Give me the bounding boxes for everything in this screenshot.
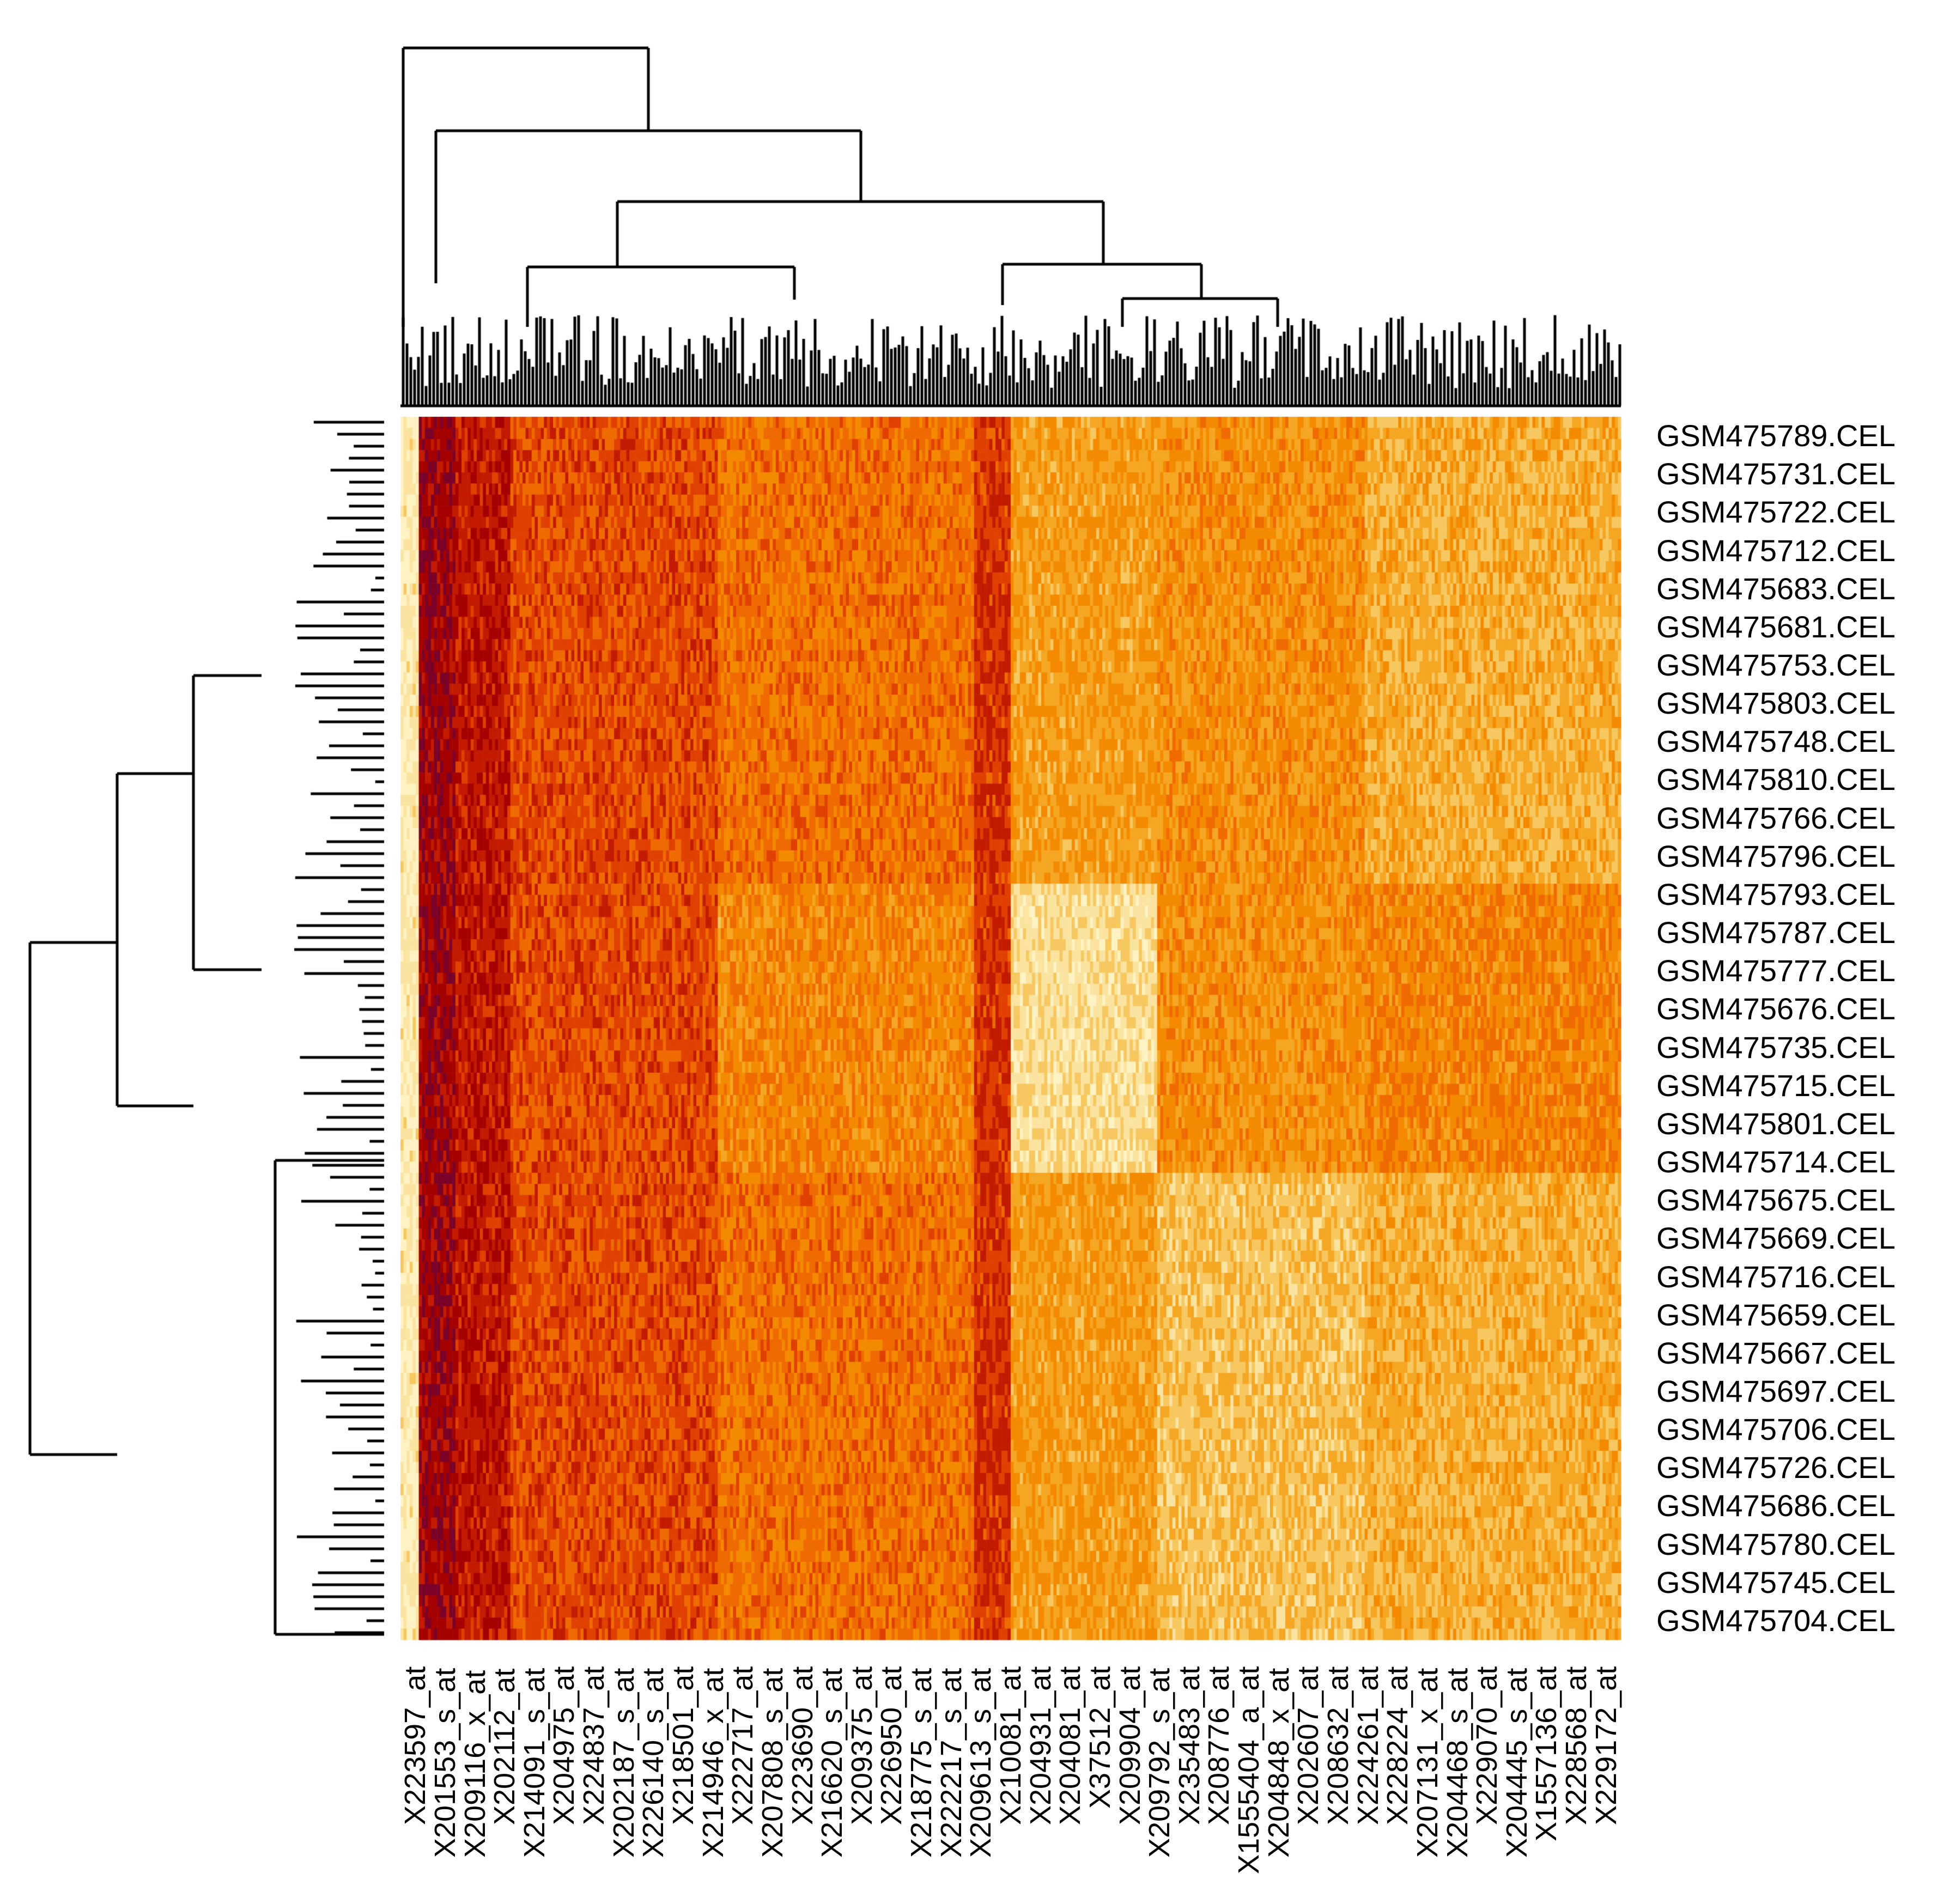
row-label: GSM475735.CEL [1656, 1030, 1896, 1064]
column-label: X222217_s_at [934, 1668, 968, 1858]
column-label: X228568_at [1560, 1666, 1593, 1825]
column-label: X235483_at [1173, 1666, 1206, 1825]
row-label: GSM475697.CEL [1656, 1373, 1896, 1408]
column-label: X209116_x_at [458, 1670, 491, 1858]
column-label: X224261_at [1351, 1666, 1384, 1825]
row-label: GSM475704.CEL [1656, 1603, 1896, 1638]
row-label: GSM475714.CEL [1656, 1145, 1896, 1179]
row-label: GSM475780.CEL [1656, 1526, 1896, 1561]
row-label: GSM475777.CEL [1656, 953, 1896, 988]
row-label: GSM475675.CEL [1656, 1183, 1896, 1218]
column-label: X204848_x_at [1262, 1668, 1295, 1858]
column-label: X202607_at [1292, 1666, 1325, 1825]
row-label: GSM475731.CEL [1656, 457, 1896, 491]
row-label: GSM475803.CEL [1656, 686, 1896, 721]
column-label: X204931_at [1024, 1666, 1057, 1825]
row-label: GSM475659.CEL [1656, 1297, 1896, 1332]
row-label: GSM475753.CEL [1656, 648, 1896, 683]
row-label: GSM475712.CEL [1656, 533, 1896, 568]
column-label: X218775_s_at [905, 1668, 938, 1858]
row-label: GSM475676.CEL [1656, 991, 1896, 1026]
column-label: X204081_at [1054, 1666, 1087, 1825]
row-label: GSM475686.CEL [1656, 1488, 1896, 1523]
row-label: GSM475716.CEL [1656, 1259, 1896, 1294]
column-label: X37512_at [1083, 1666, 1116, 1809]
column-label: X208776_at [1202, 1666, 1236, 1825]
row-label: GSM475789.CEL [1656, 418, 1896, 453]
row-label: GSM475706.CEL [1656, 1412, 1896, 1447]
column-label: X207131_x_at [1411, 1668, 1444, 1858]
column-label: X226950_at [875, 1666, 908, 1825]
column-label: X222717_at [726, 1666, 760, 1825]
column-label: X218501_at [667, 1666, 700, 1825]
row-label: GSM475793.CEL [1656, 877, 1896, 911]
column-label: X201553_s_at [428, 1668, 461, 1858]
row-label: GSM475810.CEL [1656, 762, 1896, 797]
row-label: GSM475681.CEL [1656, 609, 1896, 644]
column-label: X223690_at [786, 1666, 819, 1825]
column-label: X229070_at [1471, 1666, 1504, 1825]
column-label: X210081_at [994, 1666, 1027, 1825]
column-label: X209904_at [1113, 1666, 1146, 1825]
column-label: X204975_at [548, 1666, 581, 1825]
column-label: X214091_s_at [518, 1668, 551, 1858]
row-label: GSM475748.CEL [1656, 724, 1896, 759]
row-label: GSM475683.CEL [1656, 571, 1896, 606]
column-label: X204468_s_at [1441, 1668, 1474, 1858]
column-label: X209375_at [845, 1666, 878, 1825]
column-label: X226140_s_at [637, 1668, 670, 1858]
column-label: X216620_s_at [816, 1668, 849, 1858]
column-label: X209613_s_at [964, 1668, 998, 1858]
column-label: X207808_s_at [756, 1668, 789, 1858]
column-label: X1555404_a_at [1232, 1666, 1266, 1874]
row-label: GSM475726.CEL [1656, 1450, 1896, 1485]
row-label: GSM475667.CEL [1656, 1335, 1896, 1370]
column-label: X208632_at [1321, 1666, 1354, 1825]
row-label: GSM475766.CEL [1656, 800, 1896, 835]
row-label: GSM475796.CEL [1656, 838, 1896, 873]
row-label: GSM475722.CEL [1656, 495, 1896, 530]
column-label: X224837_at [578, 1666, 611, 1825]
column-label: X204445_s_at [1500, 1668, 1533, 1858]
column-label: X214946_x_at [696, 1668, 730, 1858]
row-label: GSM475801.CEL [1656, 1106, 1896, 1141]
column-label: X209792_s_at [1143, 1668, 1176, 1858]
column-label: X1557136_at [1530, 1666, 1563, 1841]
column-label: X202112_at [488, 1668, 521, 1825]
row-label: GSM475787.CEL [1656, 915, 1896, 950]
row-label: GSM475669.CEL [1656, 1221, 1896, 1256]
column-label: X202187_s_at [607, 1668, 640, 1858]
column-label: X228224_at [1381, 1666, 1414, 1825]
row-label: GSM475715.CEL [1656, 1068, 1896, 1103]
column-label: X229172_at [1589, 1666, 1623, 1825]
row-label: GSM475745.CEL [1656, 1565, 1896, 1599]
column-label: X223597_at [399, 1666, 432, 1825]
